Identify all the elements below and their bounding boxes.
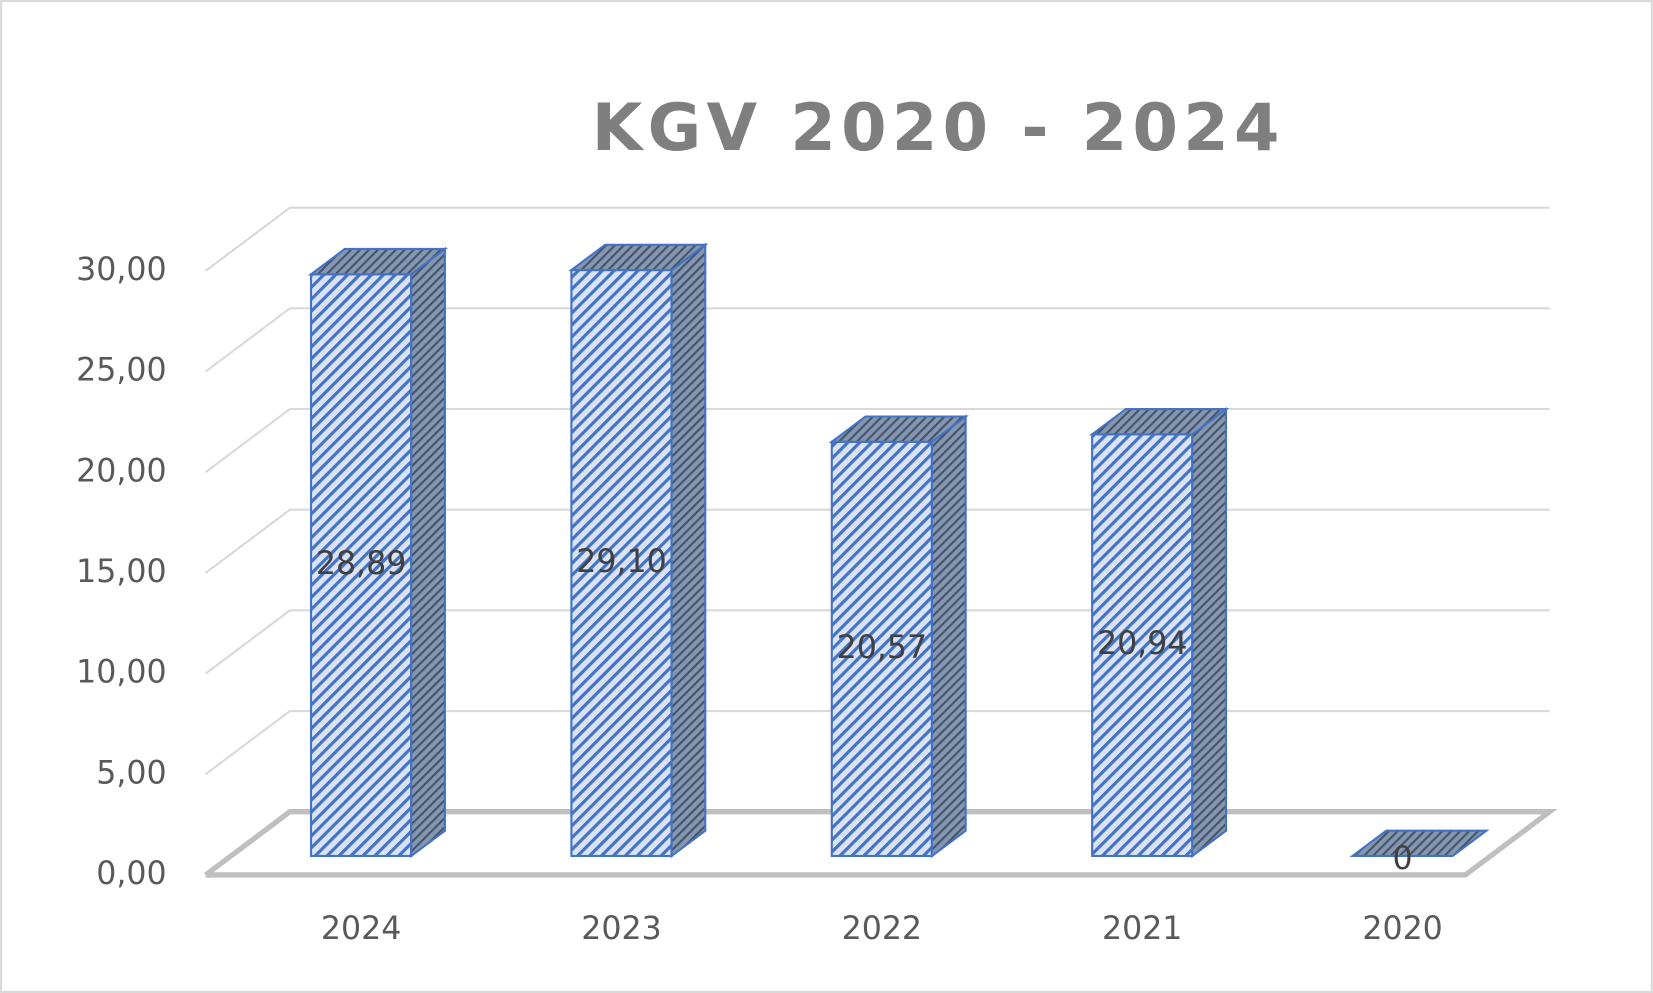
- grid-line: [204, 307, 1550, 373]
- chart-title: KGV 2020 - 2024: [592, 90, 1285, 166]
- bar-side: [1191, 406, 1228, 859]
- y-tick-label: 10,00: [76, 655, 166, 691]
- y-tick-label: 30,00: [76, 252, 166, 288]
- floor-line: [204, 809, 1558, 878]
- bar-top: [1088, 408, 1230, 436]
- x-tick-label: 2021: [1102, 911, 1182, 947]
- bar-side: [410, 246, 446, 859]
- bar-side: [670, 242, 707, 859]
- y-tick-label: 15,00: [76, 554, 166, 590]
- x-tick-label: 2022: [842, 911, 922, 947]
- y-tick-label: 25,00: [76, 353, 166, 389]
- y-tick-label: 20,00: [76, 453, 166, 489]
- value-label: 20,57: [837, 630, 928, 666]
- x-tick-label: 2024: [321, 911, 401, 947]
- grid-line: [204, 206, 1550, 272]
- bar-top: [828, 415, 969, 443]
- value-label: 29,10: [576, 544, 667, 580]
- value-label: 20,94: [1097, 626, 1187, 662]
- bar-top: [568, 243, 709, 272]
- bar-front: [309, 273, 413, 858]
- x-tick-label: 2020: [1362, 911, 1442, 947]
- value-label: 28,89: [316, 546, 407, 582]
- bar-top: [1349, 829, 1490, 858]
- x-tick-label: 2023: [581, 911, 661, 947]
- value-label: 0: [1393, 841, 1413, 877]
- y-tick-label: 5,00: [96, 755, 166, 791]
- y-tick-label: 0,00: [96, 856, 166, 892]
- bar-top: [307, 247, 449, 276]
- bar-front: [1091, 433, 1194, 858]
- bar-side: [930, 414, 967, 859]
